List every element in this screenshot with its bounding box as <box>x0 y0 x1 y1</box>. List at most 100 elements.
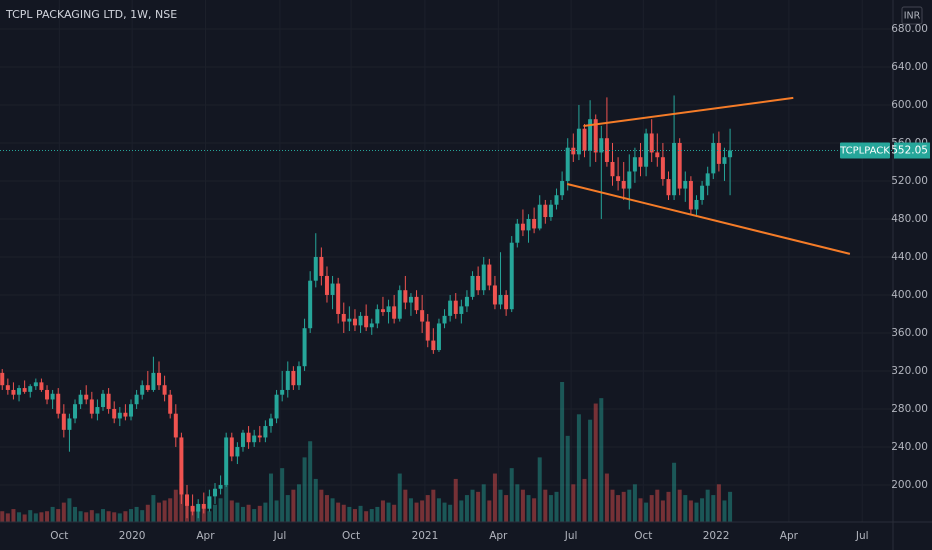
volume-bar <box>45 511 50 522</box>
candle-body <box>319 256 324 276</box>
candle-body <box>190 505 195 512</box>
candle-body <box>257 435 262 438</box>
volume-bar <box>151 495 156 522</box>
last-price-box <box>894 142 930 159</box>
candle-body <box>515 223 520 243</box>
volume-bar <box>89 510 94 522</box>
y-tick-label: 360.00 <box>891 327 928 339</box>
volume-bar <box>145 504 150 522</box>
volume-bar <box>78 511 83 522</box>
candle-body <box>397 290 402 319</box>
candle-body <box>240 432 245 447</box>
volume-bar <box>453 478 458 522</box>
candle-body <box>660 157 665 180</box>
candle-body <box>134 394 139 405</box>
volume-bar <box>576 414 581 522</box>
volume-bar <box>291 489 296 522</box>
y-tick-label: 640.00 <box>891 61 928 73</box>
trend-line <box>566 183 851 255</box>
candle-body <box>683 180 688 189</box>
volume-bar <box>571 484 576 522</box>
candle-body <box>268 418 273 427</box>
volume-bar <box>106 511 111 522</box>
volume-bar <box>257 505 262 522</box>
volume-bar <box>336 502 341 522</box>
volume-bar <box>268 473 273 522</box>
candle-body <box>45 389 50 400</box>
candle-body <box>453 300 458 314</box>
candle-body <box>386 306 391 313</box>
candle-body <box>140 385 145 395</box>
candle-body <box>263 426 268 438</box>
candle-body <box>476 275 481 291</box>
volume-bar <box>716 484 721 522</box>
volume-bar <box>73 506 78 522</box>
x-tick-label: 2021 <box>412 530 439 542</box>
overlay <box>0 96 893 255</box>
candle-body <box>302 328 307 367</box>
volume-bar <box>224 484 229 522</box>
candle-body <box>576 128 581 155</box>
candle-body <box>470 275 475 297</box>
volume-bar <box>588 419 593 522</box>
volume-bar <box>380 500 385 522</box>
candle-body <box>593 119 598 153</box>
volume-bar <box>565 435 570 522</box>
volume-bar <box>0 511 5 522</box>
candle-body <box>78 394 83 405</box>
volume-bar <box>274 500 279 522</box>
volume-bar <box>364 511 369 522</box>
candle-body <box>599 138 604 153</box>
volume-bar <box>683 495 688 522</box>
candle-body <box>324 275 329 295</box>
volume-bar <box>470 489 475 522</box>
volume-bar <box>352 509 357 522</box>
candle-body <box>235 446 240 457</box>
candle-body <box>336 283 341 314</box>
volume-bar <box>700 498 705 522</box>
candle-body <box>0 372 5 386</box>
volume-bar <box>61 502 66 522</box>
candle-body <box>392 306 397 319</box>
candle-body <box>537 204 542 229</box>
x-tick-label: Oct <box>342 530 360 542</box>
x-tick-label: 2020 <box>119 530 146 542</box>
volume-bar <box>263 502 268 522</box>
candle-body <box>565 147 570 181</box>
currency-box[interactable] <box>901 6 923 25</box>
candle-body <box>532 218 537 229</box>
volume-bar <box>711 495 716 522</box>
candle-body <box>246 432 251 443</box>
symbol-label-box <box>840 142 890 159</box>
volume-bar <box>229 500 234 522</box>
volume-bar <box>134 506 139 522</box>
candle-body <box>330 283 335 295</box>
candle-body <box>151 372 156 390</box>
x-tick-label: Apr <box>489 530 508 542</box>
y-tick-label: 320.00 <box>891 365 928 377</box>
y-tick-label: 480.00 <box>891 213 928 225</box>
volume-bar <box>22 514 27 522</box>
candle-body <box>644 133 649 167</box>
volume-bar <box>408 498 413 522</box>
volume-bar <box>369 509 374 522</box>
volume-bar <box>11 509 16 522</box>
volume-bar <box>448 504 453 522</box>
volume-bar <box>532 498 537 522</box>
candle-body <box>498 294 503 305</box>
candle-body <box>352 318 357 326</box>
candle-body <box>274 394 279 419</box>
candle-body <box>711 142 716 174</box>
candle-body <box>341 313 346 322</box>
candle-body <box>84 394 89 400</box>
volume-bar <box>397 473 402 522</box>
volume-bar <box>554 491 559 522</box>
candle-body <box>184 494 189 506</box>
candle-body <box>638 157 643 167</box>
y-tick-label: 200.00 <box>891 479 928 491</box>
candle-body <box>145 385 150 390</box>
candle-body <box>543 204 548 218</box>
candle-body <box>588 119 593 151</box>
candle-body <box>649 133 654 153</box>
candle-body <box>694 199 699 210</box>
